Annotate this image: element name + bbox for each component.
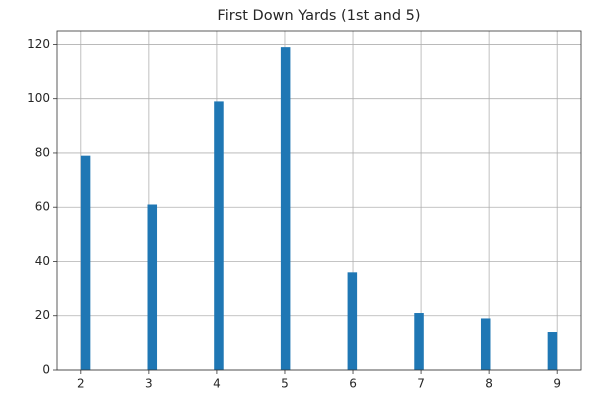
y-tick-label: 100 [27,91,50,105]
x-tick-label: 7 [417,377,425,391]
x-tick-label: 3 [145,377,153,391]
y-tick-label: 60 [35,200,50,214]
plot-frame [56,30,582,371]
x-tick-label: 2 [77,377,85,391]
y-tick-label: 80 [35,145,50,159]
bar [80,155,91,370]
bar [480,318,491,370]
bar [414,313,424,370]
y-tick-label: 40 [35,254,50,268]
y-tick-label: 0 [42,363,50,377]
bar [547,332,558,370]
x-tick-label: 4 [213,377,221,391]
x-tick-label: 5 [281,377,289,391]
x-tick-label: 9 [553,377,561,391]
bar [347,272,358,370]
x-tick-label: 8 [485,377,493,391]
y-tick-label: 20 [35,308,50,322]
x-tick-label: 6 [349,377,357,391]
bar [147,204,158,370]
bar [214,101,224,370]
y-tick-label: 120 [27,37,50,51]
chart-title: First Down Yards (1st and 5) [217,8,420,24]
bar [280,47,291,371]
